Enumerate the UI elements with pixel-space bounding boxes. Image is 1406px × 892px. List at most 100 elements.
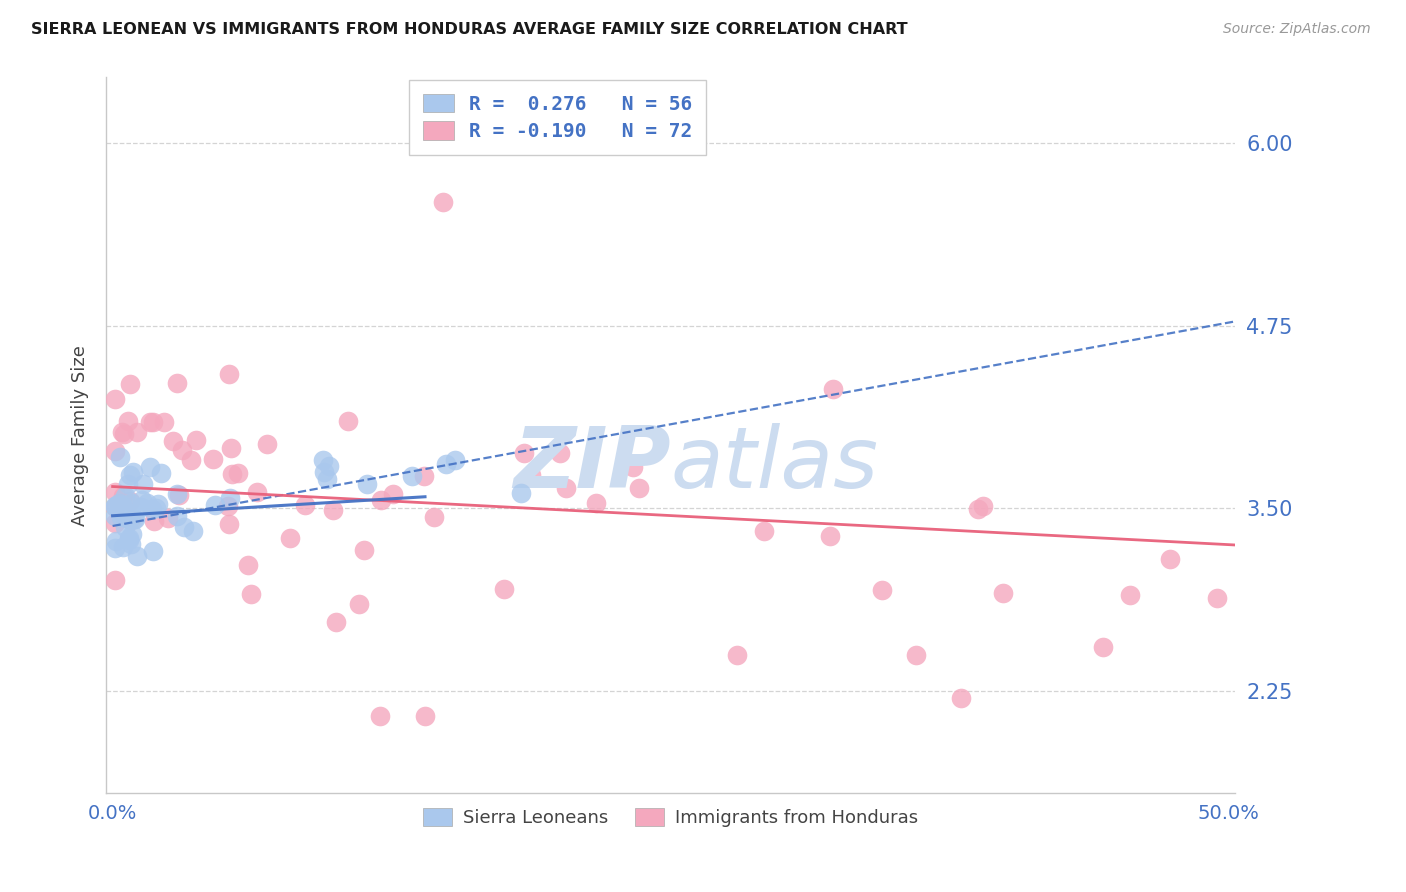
Point xyxy=(124,512,146,526)
Legend: Sierra Leoneans, Immigrants from Honduras: Sierra Leoneans, Immigrants from Hondura… xyxy=(416,801,925,834)
Point xyxy=(1092,640,1115,654)
Point xyxy=(114,519,136,533)
Point xyxy=(585,496,607,510)
Point xyxy=(108,450,131,465)
Point xyxy=(949,691,972,706)
Point xyxy=(118,468,141,483)
Point xyxy=(104,444,127,458)
Point xyxy=(136,496,159,510)
Point xyxy=(112,506,135,520)
Point xyxy=(167,488,190,502)
Point xyxy=(145,500,167,515)
Point xyxy=(108,496,131,510)
Point xyxy=(550,446,572,460)
Point xyxy=(129,500,152,515)
Point xyxy=(162,434,184,448)
Point xyxy=(121,527,143,541)
Point xyxy=(117,476,139,491)
Point xyxy=(114,426,136,441)
Point xyxy=(201,452,224,467)
Point xyxy=(127,549,149,564)
Point xyxy=(146,497,169,511)
Point xyxy=(628,482,651,496)
Point xyxy=(256,437,278,451)
Point xyxy=(131,492,153,507)
Point xyxy=(107,502,129,516)
Point xyxy=(142,514,165,528)
Point xyxy=(318,459,340,474)
Point xyxy=(347,598,370,612)
Point xyxy=(104,516,127,530)
Point xyxy=(166,376,188,391)
Point xyxy=(114,509,136,524)
Point xyxy=(104,499,127,513)
Point xyxy=(125,425,148,439)
Point xyxy=(621,460,644,475)
Point xyxy=(444,452,467,467)
Point xyxy=(184,433,207,447)
Point xyxy=(122,465,145,479)
Point xyxy=(312,453,335,467)
Point xyxy=(325,615,347,630)
Point xyxy=(142,544,165,558)
Point xyxy=(120,506,142,520)
Text: SIERRA LEONEAN VS IMMIGRANTS FROM HONDURAS AVERAGE FAMILY SIZE CORRELATION CHART: SIERRA LEONEAN VS IMMIGRANTS FROM HONDUR… xyxy=(31,22,907,37)
Point xyxy=(150,466,173,480)
Point xyxy=(312,466,335,480)
Point xyxy=(434,457,457,471)
Point xyxy=(221,467,243,481)
Point xyxy=(904,648,927,662)
Point xyxy=(118,531,141,545)
Point xyxy=(1119,588,1142,602)
Point xyxy=(104,573,127,587)
Point xyxy=(110,510,132,524)
Point xyxy=(412,469,434,483)
Point xyxy=(315,472,337,486)
Point xyxy=(870,582,893,597)
Point xyxy=(117,413,139,427)
Text: Source: ZipAtlas.com: Source: ZipAtlas.com xyxy=(1223,22,1371,37)
Point xyxy=(336,413,359,427)
Point xyxy=(401,469,423,483)
Point xyxy=(240,587,263,601)
Point xyxy=(141,415,163,429)
Point xyxy=(413,709,436,723)
Point xyxy=(173,519,195,533)
Point xyxy=(105,533,128,548)
Point xyxy=(120,496,142,510)
Point xyxy=(122,512,145,526)
Text: ZIP: ZIP xyxy=(513,423,671,506)
Point xyxy=(993,586,1015,600)
Point xyxy=(226,466,249,480)
Point xyxy=(120,493,142,508)
Text: atlas: atlas xyxy=(671,423,879,506)
Point xyxy=(752,524,775,538)
Point xyxy=(432,194,454,209)
Point xyxy=(823,382,845,396)
Point xyxy=(370,709,392,723)
Point xyxy=(166,509,188,524)
Point xyxy=(120,537,142,551)
Point xyxy=(172,443,194,458)
Point xyxy=(353,542,375,557)
Point xyxy=(218,367,240,381)
Point xyxy=(166,487,188,501)
Point xyxy=(510,486,533,500)
Point xyxy=(218,491,240,505)
Point xyxy=(110,499,132,513)
Point xyxy=(181,524,204,538)
Y-axis label: Average Family Size: Average Family Size xyxy=(72,345,89,525)
Point xyxy=(104,541,127,556)
Point xyxy=(423,509,446,524)
Point xyxy=(104,484,127,499)
Point xyxy=(972,500,994,514)
Point xyxy=(104,509,127,524)
Point xyxy=(278,531,301,545)
Point xyxy=(141,502,163,516)
Point xyxy=(104,500,127,515)
Point xyxy=(246,484,269,499)
Point xyxy=(494,582,516,596)
Point xyxy=(180,453,202,467)
Point xyxy=(204,499,226,513)
Point xyxy=(111,540,134,554)
